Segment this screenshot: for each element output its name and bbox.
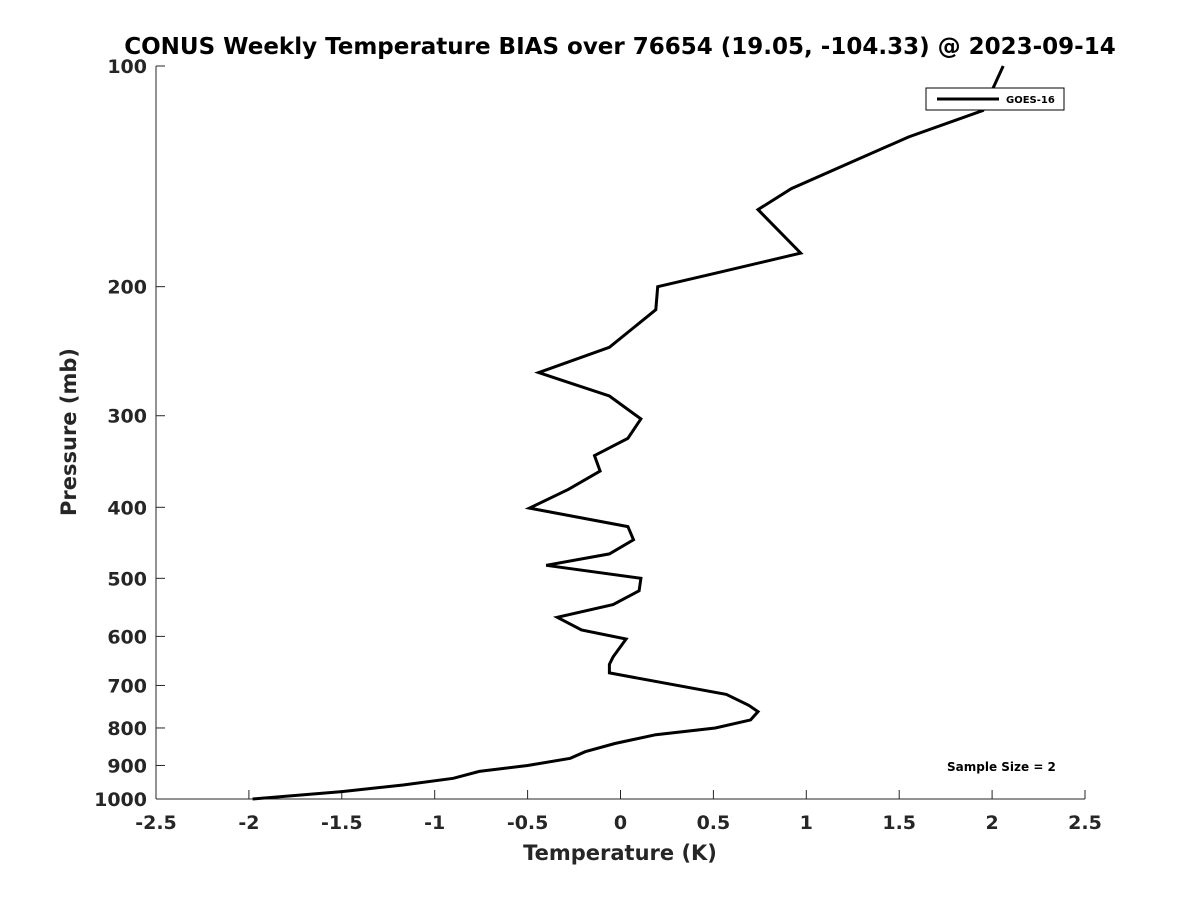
y-axis-label: Pressure (mb) [57, 348, 81, 516]
x-tick-label: 2.5 [1068, 812, 1102, 834]
legend: GOES-16 [925, 87, 1065, 111]
series-line-goes16 [252, 65, 1005, 801]
y-tick-label: 600 [107, 626, 147, 648]
y-tick-label: 500 [107, 568, 147, 590]
y-tick-label: 400 [107, 497, 147, 519]
x-tick-label: -1 [424, 812, 445, 834]
chart-title: CONUS Weekly Temperature BIAS over 76654… [124, 34, 1115, 60]
legend-label-goes16: GOES-16 [1006, 95, 1055, 106]
y-tick-label: 700 [107, 675, 147, 697]
x-tick-label: 0 [614, 812, 627, 834]
x-tick-label: 0.5 [697, 812, 731, 834]
y-tick-label: 100 [107, 56, 147, 78]
x-tick-label: 1 [800, 812, 813, 834]
y-tick-label: 1000 [94, 789, 147, 811]
sample-size-annotation: Sample Size = 2 [947, 760, 1056, 774]
y-tick-label: 300 [107, 406, 147, 428]
y-tick-label: 900 [107, 755, 147, 777]
x-tick-label: -1.5 [321, 812, 363, 834]
y-tick-label: 200 [107, 277, 147, 299]
x-tick-label: -2 [238, 812, 259, 834]
x-tick-label: 2 [985, 812, 998, 834]
x-tick-label: -2.5 [135, 812, 177, 834]
y-tick-label: 800 [107, 718, 147, 740]
x-tick-label: -0.5 [507, 812, 549, 834]
plot-area: -2.5 -2 -1.5 -1 -0.5 0 0.5 1 1.5 2 2.5 100 200 300 400… [94, 56, 1102, 834]
x-tick-label: 1.5 [882, 812, 916, 834]
x-axis-label: Temperature (K) [523, 841, 717, 865]
